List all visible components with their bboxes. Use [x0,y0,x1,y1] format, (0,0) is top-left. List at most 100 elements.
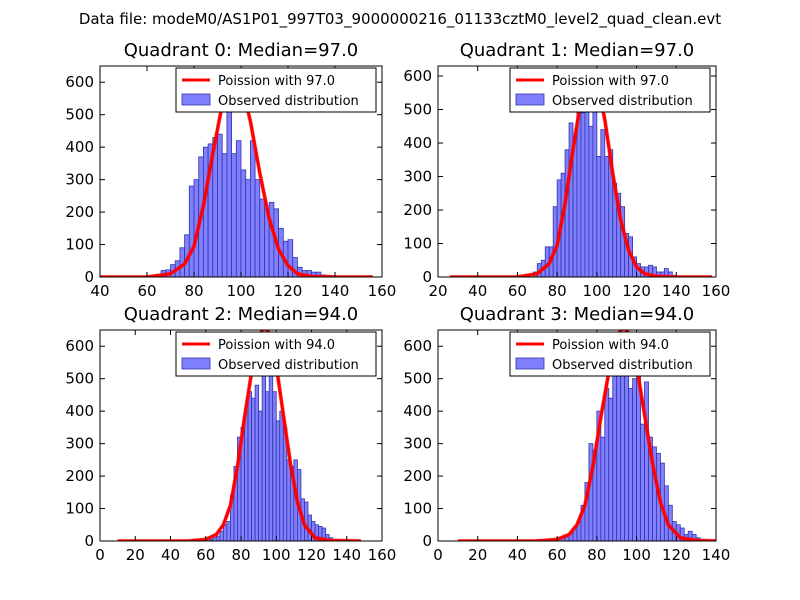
x-tick-label: 40 [508,546,527,564]
histogram-bar [612,365,618,541]
histogram-bar [584,95,590,277]
x-tick-label: 60 [548,546,567,564]
histogram-bar [608,397,614,541]
y-tick-label: 0 [84,532,94,550]
x-tick-label: 160 [702,282,731,300]
y-tick-label: 300 [403,435,432,453]
x-tick-label: 100 [583,282,612,300]
legend-bar-swatch [181,93,211,106]
x-tick-label: 120 [622,282,651,300]
poisson-curve [457,330,716,541]
histogram-bar [279,410,284,541]
histogram-bar [604,156,610,277]
y-tick-label: 200 [403,467,432,485]
x-tick-label: 80 [231,546,250,564]
histogram-bar [596,156,602,277]
legend: Poission with 97.0 Observed distribution [509,67,711,113]
y-tick-label: 300 [403,168,432,186]
axes-frame [437,65,717,278]
y-tick-label: 100 [403,235,432,253]
legend-label-poisson: Poission with 94.0 [218,338,335,353]
chart-title: Quadrant 2: Median=94.0 [124,304,359,325]
histogram-bar [272,391,277,541]
x-tick-label: 160 [368,282,397,300]
x-tick-label: 60 [196,546,215,564]
legend-label-poisson: Poission with 97.0 [218,74,335,89]
y-tick-label: 200 [65,467,94,485]
x-tick-label: 140 [662,282,691,300]
histogram-bar [247,391,252,541]
histogram-bar [616,358,622,541]
histogram-bar [226,521,231,541]
x-tick-label: 140 [332,546,361,564]
histogram-bar [624,352,630,541]
histogram-bar [202,146,209,277]
legend-label-poisson: Poission with 94.0 [552,338,669,353]
x-tick-label: 140 [321,282,350,300]
y-tick-label: 0 [422,268,432,286]
histogram-bar [588,125,594,277]
x-tick-label: 80 [184,282,203,300]
histogram-bar [580,112,586,277]
histogram-bar [188,185,195,277]
x-tick-label: 0 [433,546,443,564]
histogram-bar [259,198,265,277]
x-tick-label: 20 [428,282,447,300]
x-tick-label: 20 [126,546,145,564]
histogram-bar [275,420,281,541]
chart-panel-2: Quadrant 2: Median=94.0 0 20 40 60 80 100 120 14… [65,304,396,564]
x-tick-label: 140 [702,546,731,564]
histogram-bar [244,410,249,541]
legend-box [509,67,711,113]
histogram-bar [219,530,224,541]
histogram-bar [235,140,242,277]
histogram-bar [620,375,626,541]
histogram-bar [258,410,263,541]
observed-bars [517,95,685,277]
legend-label-observed: Observed distribution [218,94,359,109]
y-tick-label: 400 [403,134,432,152]
y-tick-label: 600 [65,73,94,91]
x-tick-label: 0 [95,546,105,564]
y-tick-label: 400 [65,402,94,420]
x-tick-label: 100 [227,282,256,300]
histogram-bar [265,391,270,541]
y-tick-label: 500 [403,370,432,388]
histogram-bar [245,179,251,277]
x-tick-label: 20 [468,546,487,564]
y-tick-label: 300 [65,435,94,453]
histogram-bar [261,371,267,541]
x-tick-label: 40 [90,282,109,300]
histogram-bar [249,140,256,277]
figure-suptitle: Data file: modeM0/AS1P01_997T03_90000002… [79,10,721,29]
x-tick-label: 40 [468,282,487,300]
x-tick-label: 160 [368,546,397,564]
legend: Poission with 94.0 Observed distribution [175,331,377,377]
legend-bar-swatch [181,357,211,370]
legend: Poission with 94.0 Observed distribution [509,331,711,377]
y-tick-label: 100 [65,236,94,254]
histogram-bar [286,459,291,541]
histogram-bar [217,133,223,277]
chart-panel-0: Quadrant 0: Median=97.0 40 60 80 100 120 140 16… [65,40,396,300]
y-tick-label: 200 [65,203,94,221]
y-tick-label: 500 [65,106,94,124]
y-tick-label: 500 [65,370,94,388]
x-tick-label: 120 [274,282,303,300]
histogram-bar [215,535,221,541]
x-tick-label: 100 [262,546,291,564]
chart-panel-3: Quadrant 3: Median=94.0 0 20 40 60 80 100 120 14… [403,304,730,564]
x-tick-label: 120 [297,546,326,564]
histogram-bar [221,153,228,277]
y-tick-label: 500 [403,101,432,119]
y-tick-label: 100 [65,500,94,518]
chart-title: Quadrant 1: Median=97.0 [460,40,695,61]
y-tick-label: 0 [422,532,432,550]
histogram-bar [240,169,247,277]
histogram-bar [632,378,637,541]
chart-title: Quadrant 0: Median=97.0 [124,40,359,61]
histogram-bar [254,179,261,277]
y-tick-label: 600 [65,337,94,355]
histogram-bar [231,153,237,277]
